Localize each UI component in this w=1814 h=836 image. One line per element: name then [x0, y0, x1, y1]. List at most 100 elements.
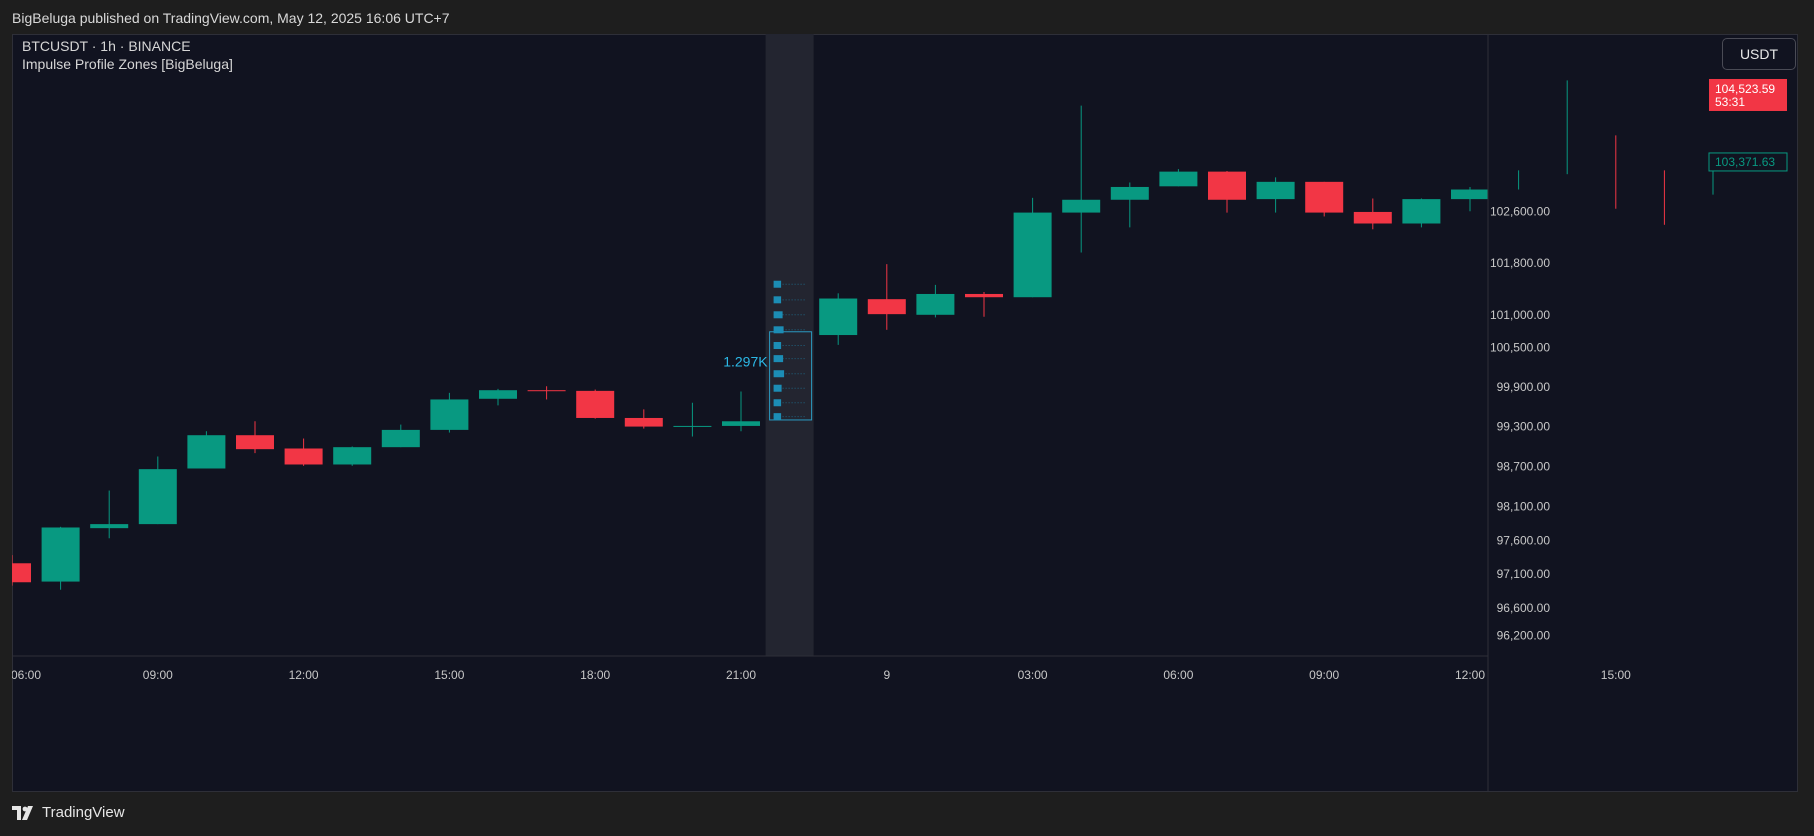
candle-body — [1208, 171, 1246, 200]
impulse-zone-band — [765, 34, 814, 656]
impulse-zone-box — [769, 331, 813, 421]
profile-bar — [773, 342, 782, 350]
profile-bar — [773, 326, 784, 334]
candle — [12, 555, 31, 586]
candle-body — [381, 429, 420, 448]
candle — [965, 292, 1003, 317]
y-tick-label: 99,900.00 — [1497, 380, 1551, 394]
candle — [527, 386, 566, 400]
y-tick-label: 101,800.00 — [1490, 256, 1550, 270]
profile-bar — [773, 296, 782, 304]
current-price-label: 104,523.59 — [1715, 82, 1775, 96]
candle-body — [1402, 199, 1441, 224]
candle-body — [673, 425, 712, 427]
y-tick-label: 97,100.00 — [1497, 567, 1551, 581]
candle-body — [576, 390, 615, 418]
profile-bar — [773, 413, 782, 421]
candle — [916, 284, 955, 318]
candle — [1013, 197, 1052, 298]
y-tick-label: 101,000.00 — [1490, 308, 1550, 322]
candle-body — [722, 421, 760, 426]
candle — [284, 438, 323, 466]
candle — [1305, 181, 1344, 217]
x-tick-label: 21:00 — [726, 668, 756, 682]
footer: TradingView — [12, 804, 125, 821]
candle-body — [12, 563, 31, 583]
candle-body — [1451, 189, 1488, 200]
candle — [576, 389, 615, 419]
candle-body — [1110, 186, 1149, 200]
y-tick-label: 98,700.00 — [1497, 459, 1551, 473]
candle-body — [527, 390, 566, 392]
symbol-line: BTCUSDT · 1h · BINANCE — [22, 38, 191, 54]
candle — [187, 431, 226, 469]
candle — [1208, 170, 1246, 213]
candle-body — [430, 399, 469, 430]
y-tick-label: 102,600.00 — [1490, 204, 1550, 218]
y-tick-label: 98,100.00 — [1497, 500, 1551, 514]
price-axis: 96,200.00 96,600.00 97,100.00 97,600.00 98,1… — [1487, 34, 1551, 792]
current-price-tag — [1709, 78, 1787, 111]
candle — [1451, 186, 1488, 212]
profile-bar — [773, 384, 782, 392]
candle-body — [41, 527, 80, 582]
x-tick-label: 15:00 — [1601, 668, 1631, 682]
y-tick-label: 96,600.00 — [1497, 601, 1551, 615]
impulse-zone-layer — [765, 34, 814, 656]
candle-body — [1159, 171, 1198, 187]
candle — [41, 526, 80, 590]
candles-layer — [12, 80, 1714, 590]
impulse-volume-label: 1.297K — [723, 354, 768, 370]
x-tick-label: 09:00 — [143, 668, 173, 682]
candle — [381, 424, 420, 448]
candle — [673, 402, 712, 437]
candle — [1256, 177, 1295, 213]
x-tick-label: 06:00 — [1163, 668, 1193, 682]
y-tick-label: 99,300.00 — [1497, 420, 1551, 434]
candlestick-chart[interactable]: 1.297K 96,200.00 96,600.00 97,100.00 97,600… — [12, 34, 1798, 792]
profile-bar — [773, 311, 783, 319]
y-tick-label: 96,200.00 — [1497, 628, 1551, 642]
candle — [479, 388, 517, 406]
x-tick-label: 12:00 — [289, 668, 319, 682]
candle — [624, 409, 663, 429]
candle-body — [1256, 181, 1295, 200]
candle — [1062, 105, 1101, 253]
candle — [1402, 198, 1441, 228]
candle — [867, 264, 906, 330]
volume-profile-layer: 1.297K — [723, 280, 813, 421]
candle-body — [1353, 211, 1392, 224]
indicator-price-label: 103,371.63 — [1715, 155, 1775, 169]
candle — [333, 446, 372, 466]
candle-body — [187, 435, 226, 469]
candle — [138, 456, 177, 525]
candle-body — [1013, 212, 1052, 298]
candle-body — [965, 293, 1003, 298]
time-axis: 06:00 09:00 12:00 15:00 18:00 21:00 9 03:00 06:0… — [12, 655, 1631, 682]
currency-button[interactable]: USDT — [1722, 38, 1796, 70]
candle-body — [479, 390, 517, 399]
candle — [722, 391, 760, 432]
candle-body — [138, 469, 177, 525]
candle-body — [284, 448, 323, 465]
candle-body — [90, 524, 129, 529]
candle-body — [916, 293, 955, 315]
candle-body — [333, 447, 372, 465]
x-tick-label: 09:00 — [1309, 668, 1339, 682]
candle-body — [819, 298, 858, 336]
chart-frame — [12, 34, 1798, 792]
candle-body — [1062, 199, 1101, 213]
candle-body — [867, 299, 906, 315]
countdown-label: 53:31 — [1715, 95, 1745, 109]
x-tick-label: 18:00 — [580, 668, 610, 682]
x-tick-label: 15:00 — [434, 668, 464, 682]
candle — [1353, 198, 1392, 230]
x-tick-label: 12:00 — [1455, 668, 1485, 682]
indicator-price-tag — [1708, 152, 1788, 172]
candle-body — [1305, 181, 1344, 213]
y-tick-label: 97,600.00 — [1497, 533, 1551, 547]
x-tick-label: 9 — [883, 668, 890, 682]
candle — [430, 392, 469, 433]
candle — [1110, 182, 1149, 228]
